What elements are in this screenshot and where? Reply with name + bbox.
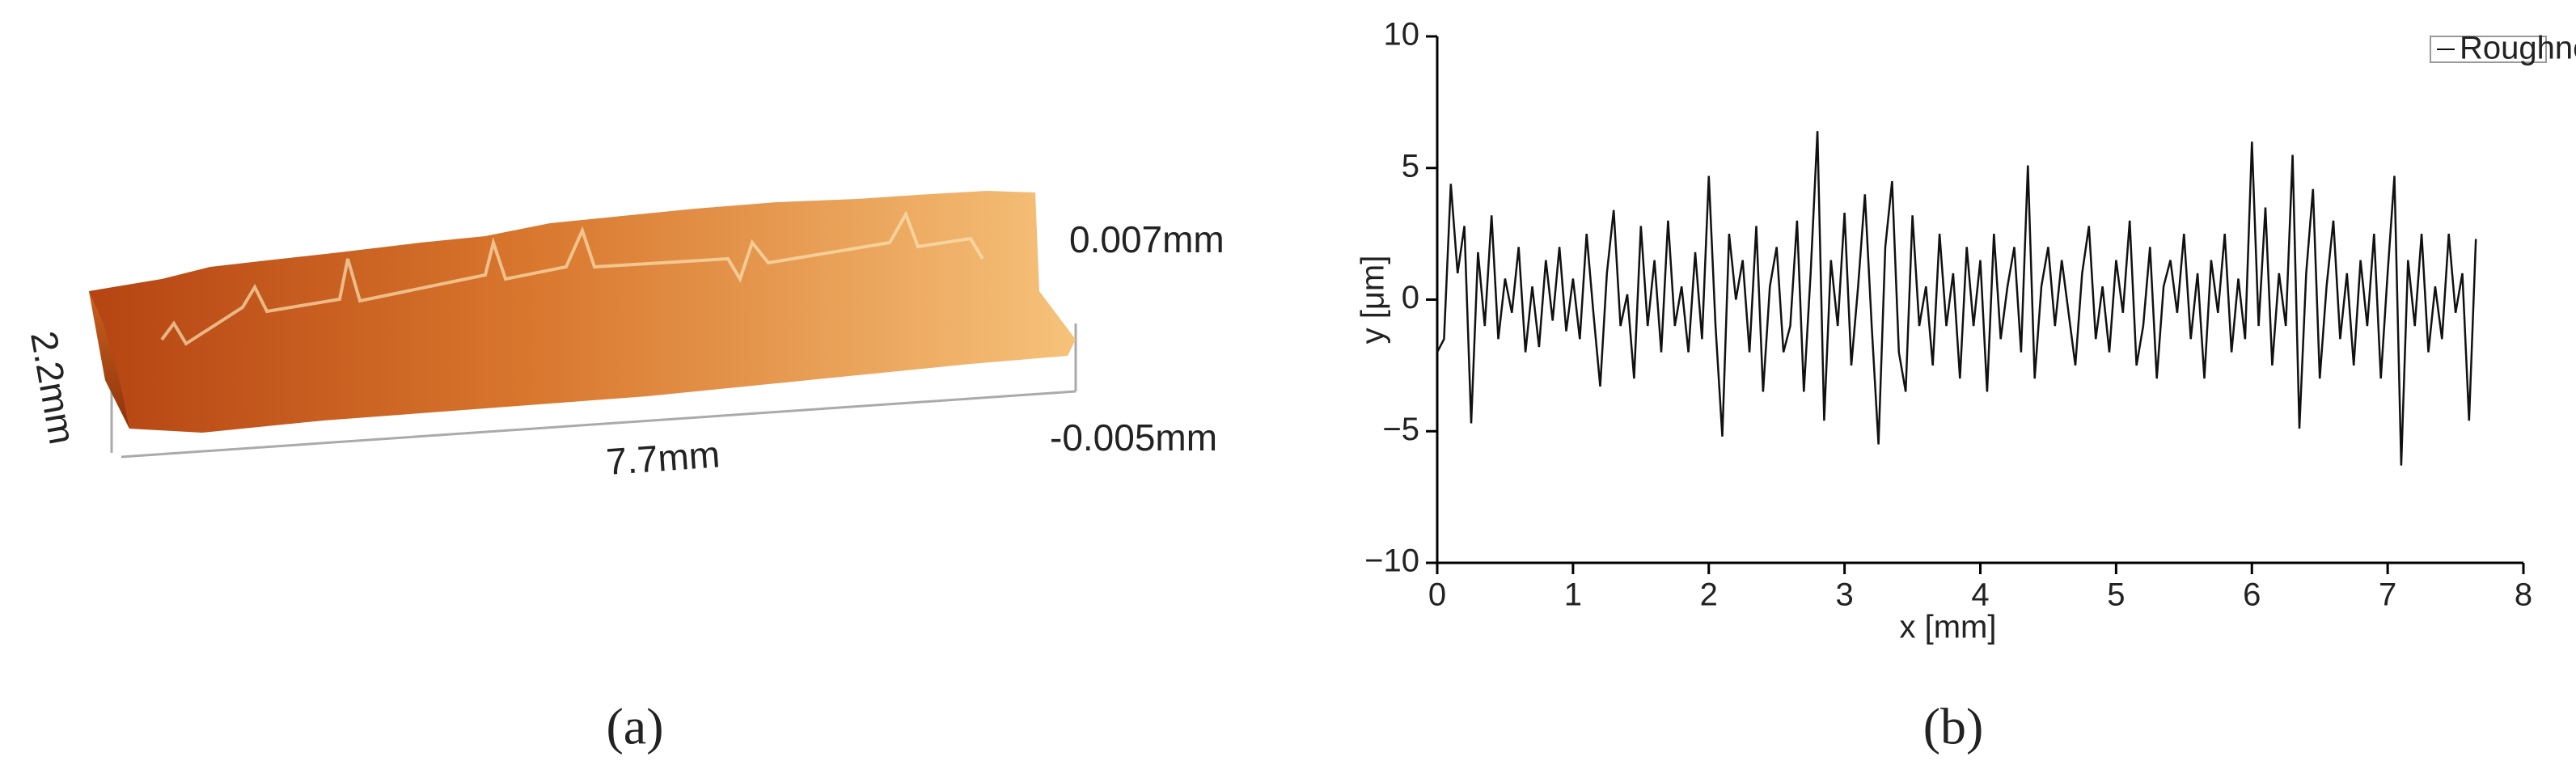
surface-plot: 0.007mm -0.005mm 7.7mm 2.2mm [23, 191, 1225, 483]
y-axis-title: y [μm] [1356, 256, 1391, 345]
z-min-label: -0.005mm [1050, 416, 1217, 459]
x-axis-title: x [mm] [1900, 610, 1997, 645]
legend-label: Roughness [2460, 31, 2576, 66]
y-tick-label: 10 [1384, 17, 1420, 53]
line-chart: −10 −5 0 5 10 0 1 2 3 4 5 6 7 8 x [mm] y [μm] Roughness [1356, 17, 2576, 645]
x-tick-label: 5 [2107, 577, 2125, 613]
y-tick-label: −5 [1382, 412, 1419, 447]
y-tick-label: 5 [1402, 148, 1419, 184]
x-tick-label: 1 [1564, 577, 1582, 613]
x-tick-label: 7 [2379, 577, 2396, 613]
y-tick-label: 0 [1402, 280, 1419, 315]
caption: (a) [606, 698, 663, 755]
data-line [1436, 131, 2477, 466]
width-label: 2.2mm [23, 328, 84, 447]
surface-side [89, 291, 129, 429]
z-max-label: 0.007mm [1069, 218, 1225, 260]
x-tick-label: 8 [2515, 577, 2532, 613]
length-label: 7.7mm [605, 433, 721, 483]
x-tick-label: 4 [1971, 577, 1989, 613]
axis-line [121, 390, 1077, 459]
x-tick-label: 2 [1700, 577, 1718, 613]
surface-highlight [160, 210, 984, 346]
caption: (b) [1923, 698, 1984, 755]
x-tick-label: 6 [2243, 577, 2261, 613]
y-tick-label: −10 [1364, 543, 1419, 579]
x-tick-label: 3 [1836, 577, 1854, 613]
x-tick-label: 0 [1428, 577, 1446, 613]
